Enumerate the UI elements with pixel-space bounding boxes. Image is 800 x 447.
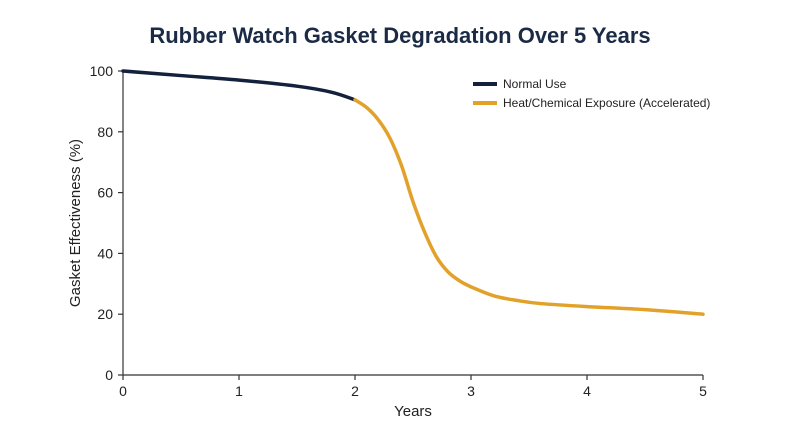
y-axis-label: Gasket Effectiveness (%)	[67, 139, 84, 307]
x-axis: 0 1 2 3 4 5	[119, 374, 707, 399]
series-lines	[121, 69, 705, 316]
x-tick-label: 4	[583, 383, 591, 399]
x-axis-label: Years	[394, 403, 432, 420]
legend: Normal Use Heat/Chemical Exposure (Accele…	[473, 77, 710, 110]
y-tick-label: 0	[105, 367, 113, 383]
y-axis: 0 20 40 60 80 100	[90, 63, 124, 383]
y-tick-label: 20	[97, 306, 113, 322]
chart-title: Rubber Watch Gasket Degradation Over 5 Y…	[149, 23, 650, 48]
series-line-accelerated	[353, 98, 705, 316]
x-tick-label: 1	[235, 383, 243, 399]
x-tick-label: 3	[467, 383, 475, 399]
x-tick-label: 2	[351, 383, 359, 399]
series-line-normal-use	[121, 69, 357, 102]
x-tick-label: 0	[119, 383, 127, 399]
y-tick-label: 80	[97, 124, 113, 140]
x-tick-label: 5	[699, 383, 707, 399]
legend-label: Normal Use	[503, 77, 567, 91]
y-tick-label: 100	[90, 63, 114, 79]
legend-label: Heat/Chemical Exposure (Accelerated)	[503, 96, 710, 110]
y-tick-label: 40	[97, 245, 113, 261]
y-tick-label: 60	[97, 185, 113, 201]
